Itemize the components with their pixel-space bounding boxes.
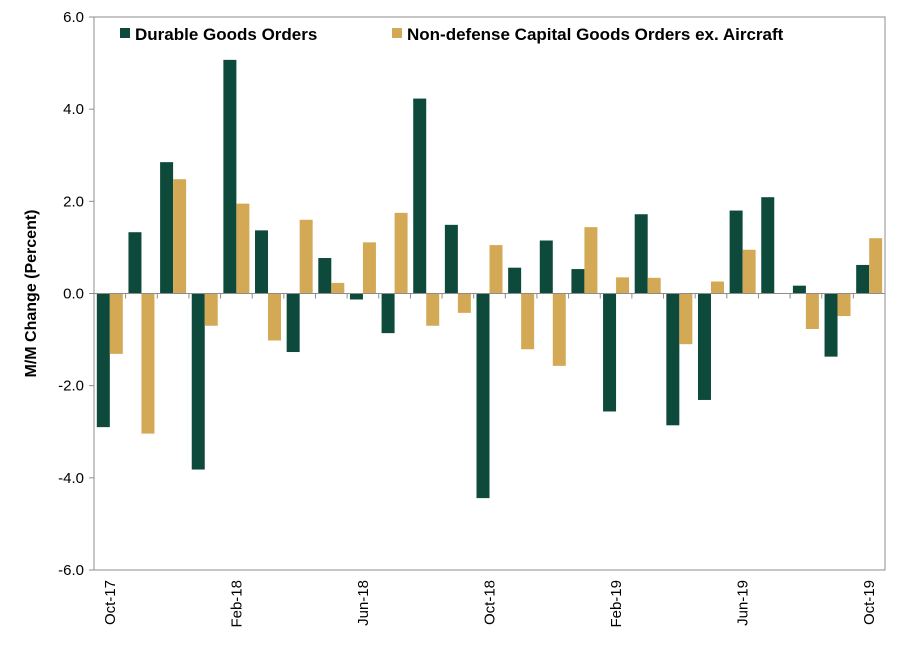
durable-bar-jul-18 <box>381 293 395 334</box>
durable-bar-sep-18 <box>444 224 458 294</box>
x-tick-label: Oct-17 <box>102 580 119 625</box>
capital-bar-aug-18 <box>426 293 440 326</box>
durable-bar-feb-18 <box>223 59 237 294</box>
durable-bar-feb-19 <box>603 293 617 412</box>
x-tick-label: Oct-18 <box>482 580 499 625</box>
capital-bar-may-19 <box>710 281 724 294</box>
durable-bar-jun-18 <box>349 293 363 300</box>
capital-bar-oct-19 <box>869 238 883 294</box>
y-tick-label: 2.0 <box>63 193 84 210</box>
capital-bar-feb-18 <box>236 203 250 294</box>
legend-label: Durable Goods Orders <box>135 25 317 44</box>
durable-bar-dec-18 <box>539 240 553 294</box>
capital-bar-oct-17 <box>109 293 123 354</box>
axes-layer <box>89 16 886 571</box>
legend-swatch <box>120 28 130 38</box>
capital-bar-nov-18 <box>521 293 535 350</box>
durable-bar-mar-18 <box>255 230 269 294</box>
capital-bar-nov-17 <box>141 293 155 434</box>
durable-bar-oct-19 <box>856 264 870 294</box>
legend-swatch <box>392 28 402 38</box>
y-tick-label: 0.0 <box>63 286 84 303</box>
capital-bar-mar-18 <box>268 293 282 341</box>
legend: Durable Goods Orders Non-defense Capital … <box>120 25 784 44</box>
capital-bar-mar-19 <box>647 277 661 294</box>
y-tick-label: 4.0 <box>63 101 84 118</box>
durable-bar-jan-19 <box>571 269 585 294</box>
durable-bar-oct-17 <box>96 293 110 428</box>
capital-bar-feb-19 <box>616 277 630 294</box>
durable-bar-jan-18 <box>191 293 205 470</box>
durable-bar-may-18 <box>318 258 332 294</box>
legend-item-capital: Non-defense Capital Goods Orders ex. Air… <box>392 25 784 44</box>
durable-bar-oct-18 <box>476 293 490 499</box>
durable-bar-aug-18 <box>413 98 427 294</box>
capital-bar-jun-18 <box>362 242 376 294</box>
capital-bar-may-18 <box>331 282 345 294</box>
x-tick-label: Feb-18 <box>228 580 245 628</box>
legend-label: Non-defense Capital Goods Orders ex. Air… <box>407 25 784 44</box>
durable-bar-aug-19 <box>792 285 806 294</box>
durable-bar-sep-19 <box>824 293 838 357</box>
x-tick-label: Feb-19 <box>608 580 625 628</box>
x-tick-label: Jun-18 <box>355 580 372 626</box>
bars-layer <box>96 59 883 499</box>
y-tick-label: -2.0 <box>58 378 84 395</box>
capital-bar-apr-18 <box>299 219 313 294</box>
capital-bar-jan-19 <box>584 227 598 294</box>
capital-bar-jun-19 <box>742 249 756 294</box>
capital-bar-sep-19 <box>837 293 851 317</box>
durable-bar-apr-18 <box>286 293 300 353</box>
durable-bar-nov-17 <box>128 232 142 294</box>
durable-bar-dec-17 <box>160 162 174 294</box>
capital-bar-jan-18 <box>204 293 218 326</box>
durable-bar-may-19 <box>697 293 711 400</box>
x-tick-label: Oct-19 <box>861 580 878 625</box>
capital-bar-oct-18 <box>489 245 503 294</box>
capital-bar-aug-19 <box>805 293 819 329</box>
capital-bar-apr-19 <box>679 293 693 345</box>
capital-bar-dec-18 <box>552 293 566 366</box>
legend-item-durable: Durable Goods Orders <box>120 25 317 44</box>
capital-bar-sep-18 <box>457 293 471 313</box>
capital-bar-jul-18 <box>394 212 408 294</box>
y-axis-title: M/M Change (Percent) <box>23 209 40 377</box>
durable-bar-jul-19 <box>761 197 775 294</box>
y-tick-label: -6.0 <box>58 562 84 579</box>
x-tick-label: Jun-19 <box>735 580 752 626</box>
durable-bar-mar-19 <box>634 214 648 294</box>
durable-bar-apr-19 <box>666 293 680 426</box>
durable-bar-nov-18 <box>508 267 522 294</box>
capital-bar-dec-17 <box>173 179 187 294</box>
y-tick-label: -4.0 <box>58 470 84 487</box>
y-tick-label: 6.0 <box>63 9 84 26</box>
durable-bar-jun-19 <box>729 210 743 294</box>
labels-layer: 6.0 4.0 2.0 0.0 -2.0 -4.0 -6.0 Oct-17 Feb-18 Jun-… <box>23 9 878 628</box>
